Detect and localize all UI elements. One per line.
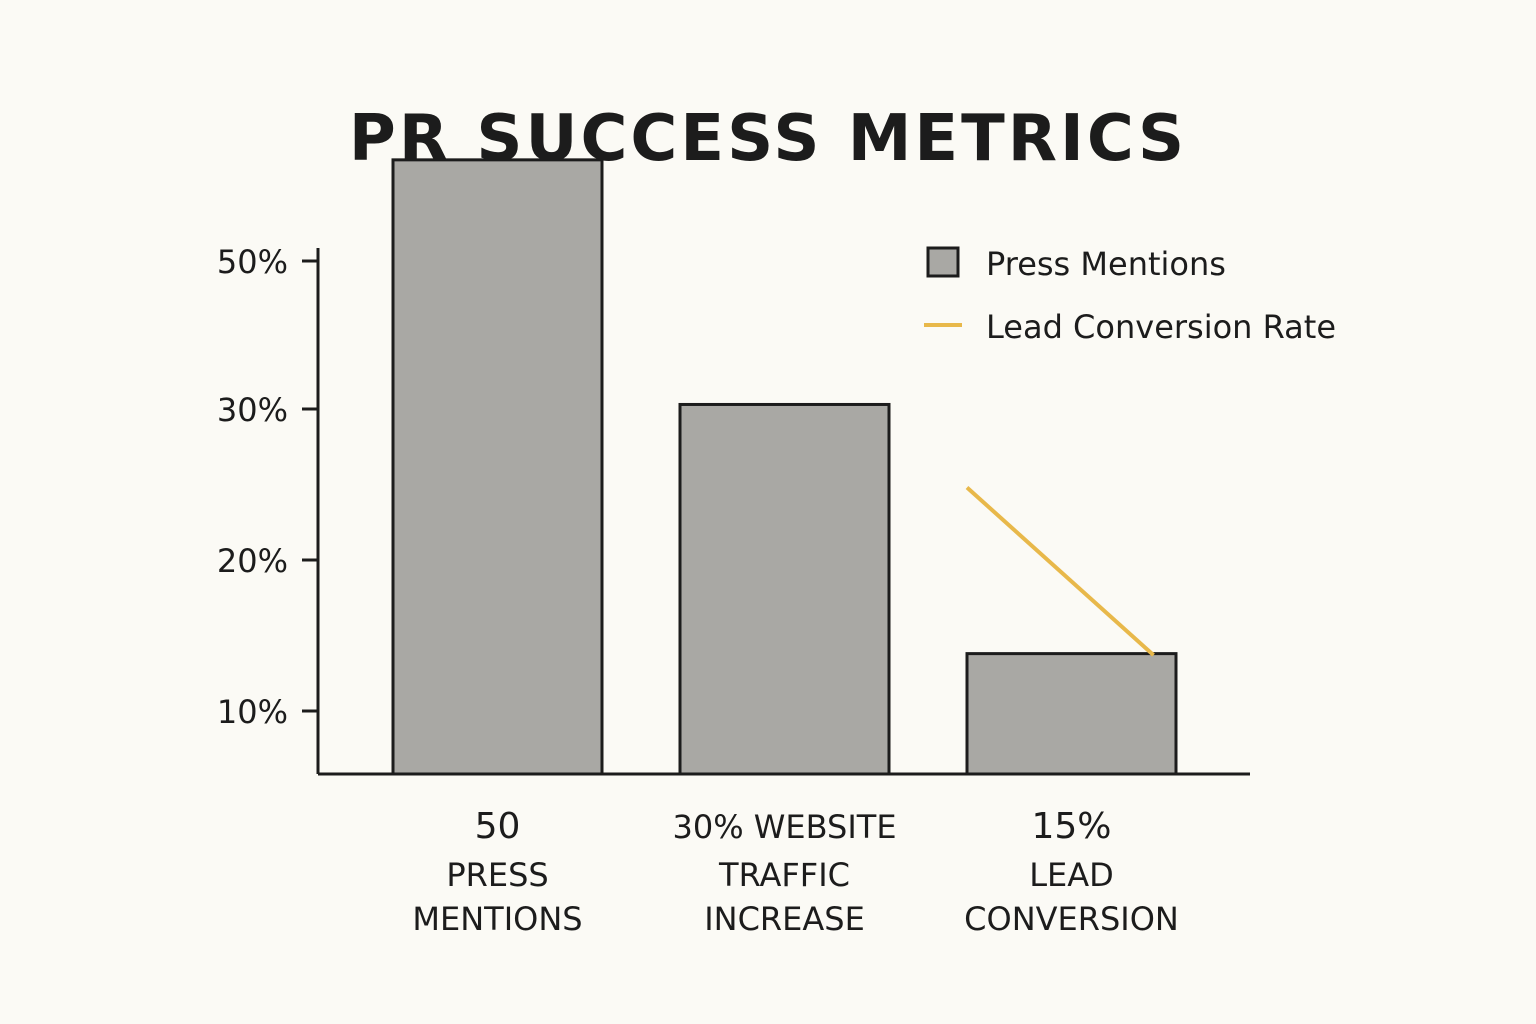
x-tick-label: LEAD <box>1029 856 1114 894</box>
y-tick-label: 10% <box>217 693 288 731</box>
bar <box>678 402 891 776</box>
legend-swatch-press-mentions <box>926 246 960 278</box>
chart-marks: 10% 20% 30% 50% 50 PRESS MENTIONS 30% WEBSITE TR… <box>217 158 1250 938</box>
bar <box>965 652 1178 776</box>
y-tick-label: 30% <box>217 391 288 429</box>
bar <box>391 158 604 776</box>
x-tick-label: 15% <box>1031 806 1111 847</box>
legend-label-lead-conversion-rate: Lead Conversion Rate <box>986 308 1336 346</box>
x-tick-label: PRESS <box>446 856 548 894</box>
legend-label-press-mentions: Press Mentions <box>986 245 1226 283</box>
x-tick-label: 50 <box>475 806 521 847</box>
series-line-lead-conversion-rate <box>965 486 1155 657</box>
y-tick-label: 20% <box>217 542 288 580</box>
x-tick-label: 30% WEBSITE <box>672 808 896 846</box>
legend: Press Mentions Lead Conversion Rate <box>924 245 1336 346</box>
y-tick-label: 50% <box>217 243 288 281</box>
x-tick-label: MENTIONS <box>412 900 582 938</box>
x-tick-label: TRAFFIC <box>718 856 850 894</box>
x-tick-label: CONVERSION <box>964 900 1179 938</box>
x-tick-label: INCREASE <box>704 900 865 938</box>
